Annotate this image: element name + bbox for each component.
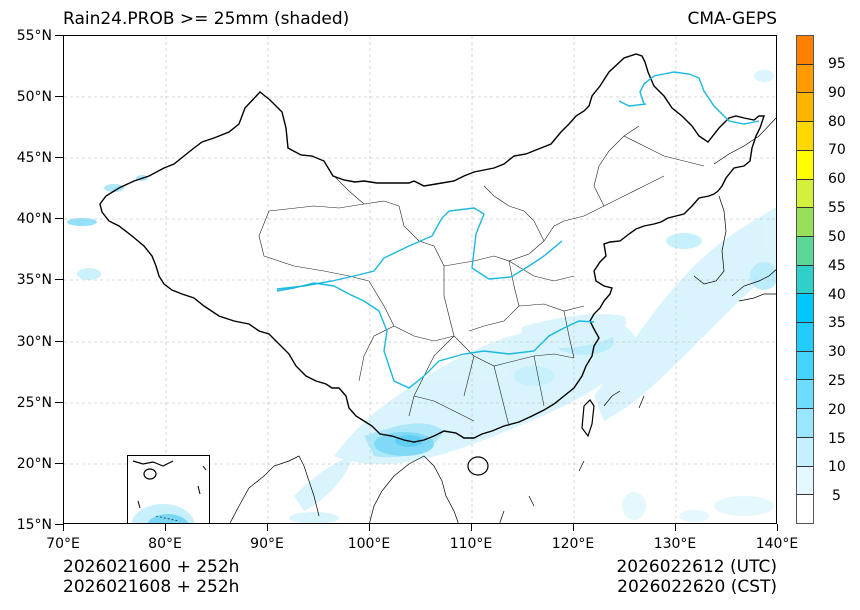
colorbar-label: 95 — [828, 56, 846, 72]
lon-tick — [777, 524, 779, 531]
colorbar-segment — [797, 323, 813, 352]
coastlines-east — [578, 117, 776, 472]
colorbar-label: 90 — [828, 85, 846, 101]
hainan-island — [467, 456, 489, 476]
colorbar-label: 55 — [828, 200, 846, 216]
lat-tick — [55, 402, 63, 404]
map-canvas — [64, 36, 776, 523]
lon-label: 120°E — [551, 536, 595, 552]
lon-label: 80°E — [148, 536, 182, 552]
lon-tick — [165, 524, 167, 531]
colorbar-label: 70 — [828, 142, 846, 158]
lon-label: 110°E — [449, 536, 493, 552]
amur-river — [639, 71, 760, 125]
yangtze-upper — [276, 282, 335, 292]
coastlines-south — [229, 455, 535, 523]
colorbar-segment — [797, 294, 813, 324]
lon-label: 140°E — [755, 536, 799, 552]
south-china-sea-inset — [127, 455, 210, 523]
valid-time-utc: 2026022612 (UTC) — [616, 557, 777, 577]
lon-tick — [63, 524, 65, 531]
model-name: CMA-GEPS — [687, 9, 777, 29]
colorbar-segment — [797, 495, 813, 523]
colorbar-segment — [797, 409, 813, 438]
lon-label: 100°E — [347, 536, 391, 552]
colorbar-segment — [797, 208, 813, 237]
colorbar-label: 10 — [828, 459, 846, 475]
colorbar-label: 15 — [828, 431, 846, 447]
lat-tick — [55, 35, 63, 37]
rivers — [276, 71, 760, 389]
lat-label: 30°N — [16, 334, 52, 350]
precip-shading — [67, 70, 776, 523]
lon-tick — [471, 524, 473, 531]
colorbar-segment — [797, 179, 813, 209]
lat-label: 25°N — [16, 395, 52, 411]
colorbar-segment — [797, 150, 813, 180]
colorbar-segment — [797, 236, 813, 266]
lat-label: 55°N — [16, 28, 52, 44]
lon-label: 90°E — [250, 536, 284, 552]
amur-branch — [618, 100, 647, 107]
colorbar-label: 25 — [828, 373, 846, 389]
lat-tick — [55, 157, 63, 159]
lon-tick — [369, 524, 371, 531]
colorbar-label: 20 — [828, 402, 846, 418]
valid-time-cst: 2026022620 (CST) — [617, 577, 777, 597]
province-borders — [258, 125, 705, 427]
lat-tick — [55, 218, 63, 220]
colorbar — [796, 35, 814, 524]
lat-tick — [55, 279, 63, 281]
lat-tick — [55, 341, 63, 343]
colorbar-segment — [797, 36, 813, 65]
init-time-cst: 2026021608 + 252h — [63, 577, 240, 597]
colorbar-label: 30 — [828, 344, 846, 360]
colorbar-label: 35 — [828, 315, 846, 331]
lat-label: 45°N — [16, 150, 52, 166]
colorbar-segment — [797, 64, 813, 94]
china-border — [99, 53, 765, 443]
yellow-river — [276, 207, 563, 290]
init-time-block: 2026021600 + 252h 2026021608 + 252h — [63, 557, 239, 597]
colorbar-segment — [797, 437, 813, 467]
colorbar-label: 45 — [828, 258, 846, 274]
lat-tick — [55, 96, 63, 98]
chart-title: Rain24.PROB >= 25mm (shaded) — [63, 9, 350, 29]
init-time-utc: 2026021600 + 252h — [63, 557, 240, 577]
colorbar-segment — [797, 93, 813, 123]
colorbar-segment — [797, 351, 813, 381]
colorbar-label: 60 — [828, 171, 846, 187]
colorbar-segment — [797, 466, 813, 496]
lon-label: 70°E — [46, 536, 80, 552]
lat-label: 20°N — [16, 456, 52, 472]
colorbar-segment — [797, 265, 813, 295]
colorbar-label: 40 — [828, 287, 846, 303]
taiwan-island — [581, 399, 595, 438]
lon-label: 130°E — [653, 536, 697, 552]
lat-label: 40°N — [16, 211, 52, 227]
lat-label: 50°N — [16, 89, 52, 105]
valid-time-block: 2026022612 (UTC) 2026022620 (CST) — [616, 557, 777, 597]
yangtze-river — [333, 285, 595, 389]
colorbar-segment — [797, 380, 813, 410]
colorbar-label: 5 — [832, 488, 841, 504]
lat-tick — [55, 463, 63, 465]
lat-label: 35°N — [16, 272, 52, 288]
lat-label: 15°N — [16, 517, 52, 533]
lon-tick — [267, 524, 269, 531]
lon-tick — [573, 524, 575, 531]
inset-canvas — [131, 460, 207, 523]
colorbar-label: 80 — [828, 114, 846, 130]
colorbar-label: 50 — [828, 229, 846, 245]
lon-tick — [675, 524, 677, 531]
graticule — [64, 36, 776, 523]
lat-tick — [55, 524, 63, 526]
colorbar-segment — [797, 122, 813, 151]
map-plot — [63, 35, 777, 524]
